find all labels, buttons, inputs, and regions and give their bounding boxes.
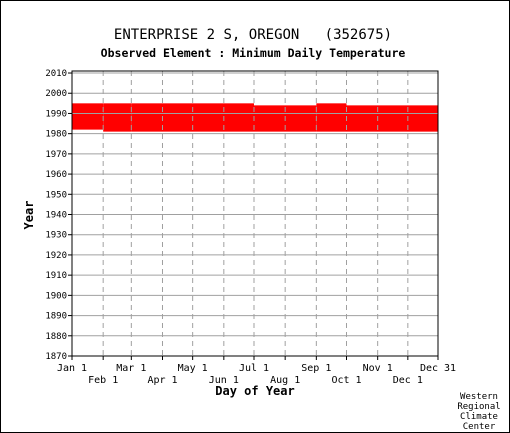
y-tick-label-1870: 1870 xyxy=(45,352,67,362)
x-tick-label-jul-1: Jul 1 xyxy=(239,363,269,374)
data-segment-0-4 xyxy=(316,103,347,132)
y-tick-label-1990: 1990 xyxy=(45,109,67,119)
x-tick-label-mar-1: Mar 1 xyxy=(116,363,146,374)
x-tick-label-jan-1: Jan 1 xyxy=(57,363,87,374)
y-tick-label-1950: 1950 xyxy=(45,190,67,200)
data-segment-0-5 xyxy=(346,105,438,132)
x-tick-label-dec-31: Dec 31 xyxy=(420,363,456,374)
y-tick-label-1910: 1910 xyxy=(45,271,67,281)
chart-title: ENTERPRISE 2 S, OREGON (352675) xyxy=(114,27,392,43)
y-tick-label-1980: 1980 xyxy=(45,130,67,140)
y-tick-label-2000: 2000 xyxy=(45,89,67,99)
credit-line-2: Climate xyxy=(460,412,498,422)
y-tick-label-2010: 2010 xyxy=(45,69,67,79)
y-tick-label-1960: 1960 xyxy=(45,170,67,180)
y-tick-label-1940: 1940 xyxy=(45,211,67,221)
y-tick-label-1880: 1880 xyxy=(45,332,67,342)
axis-layer: 1870 1880 1890 1900 1910 1920 1930 1940 1950 1960… xyxy=(45,69,456,386)
x-tick-label-dec-1: Dec 1 xyxy=(393,375,423,386)
y-tick-label-1970: 1970 xyxy=(45,150,67,160)
y-tick-label-1900: 1900 xyxy=(45,291,67,301)
x-tick-label-jun-1: Jun 1 xyxy=(209,375,239,386)
credit-line-0: Western xyxy=(460,392,498,402)
y-tick-label-1920: 1920 xyxy=(45,251,67,261)
credit-line-3: Center xyxy=(463,422,496,432)
x-tick-label-may-1: May 1 xyxy=(178,363,208,374)
y-tick-label-1890: 1890 xyxy=(45,312,67,322)
x-tick-label-feb-1: Feb 1 xyxy=(88,375,118,386)
y-axis-label: Year xyxy=(22,201,36,230)
chart-subtitle: Observed Element : Minimum Daily Tempera… xyxy=(101,46,406,60)
x-tick-label-nov-1: Nov 1 xyxy=(363,363,393,374)
data-segment-0-0 xyxy=(72,103,104,130)
data-segment-0-1 xyxy=(103,103,132,132)
plot-border xyxy=(71,70,439,357)
x-tick-label-sep-1: Sep 1 xyxy=(301,363,331,374)
x-tick-label-oct-1: Oct 1 xyxy=(331,375,361,386)
x-axis-label: Day of Year xyxy=(215,384,294,398)
credit-line-1: Regional xyxy=(457,402,500,412)
grid-layer xyxy=(72,71,438,357)
x-tick-label-apr-1: Apr 1 xyxy=(147,375,177,386)
data-layer xyxy=(72,103,438,132)
x-tick-label-aug-1: Aug 1 xyxy=(270,375,300,386)
y-tick-label-1930: 1930 xyxy=(45,231,67,241)
